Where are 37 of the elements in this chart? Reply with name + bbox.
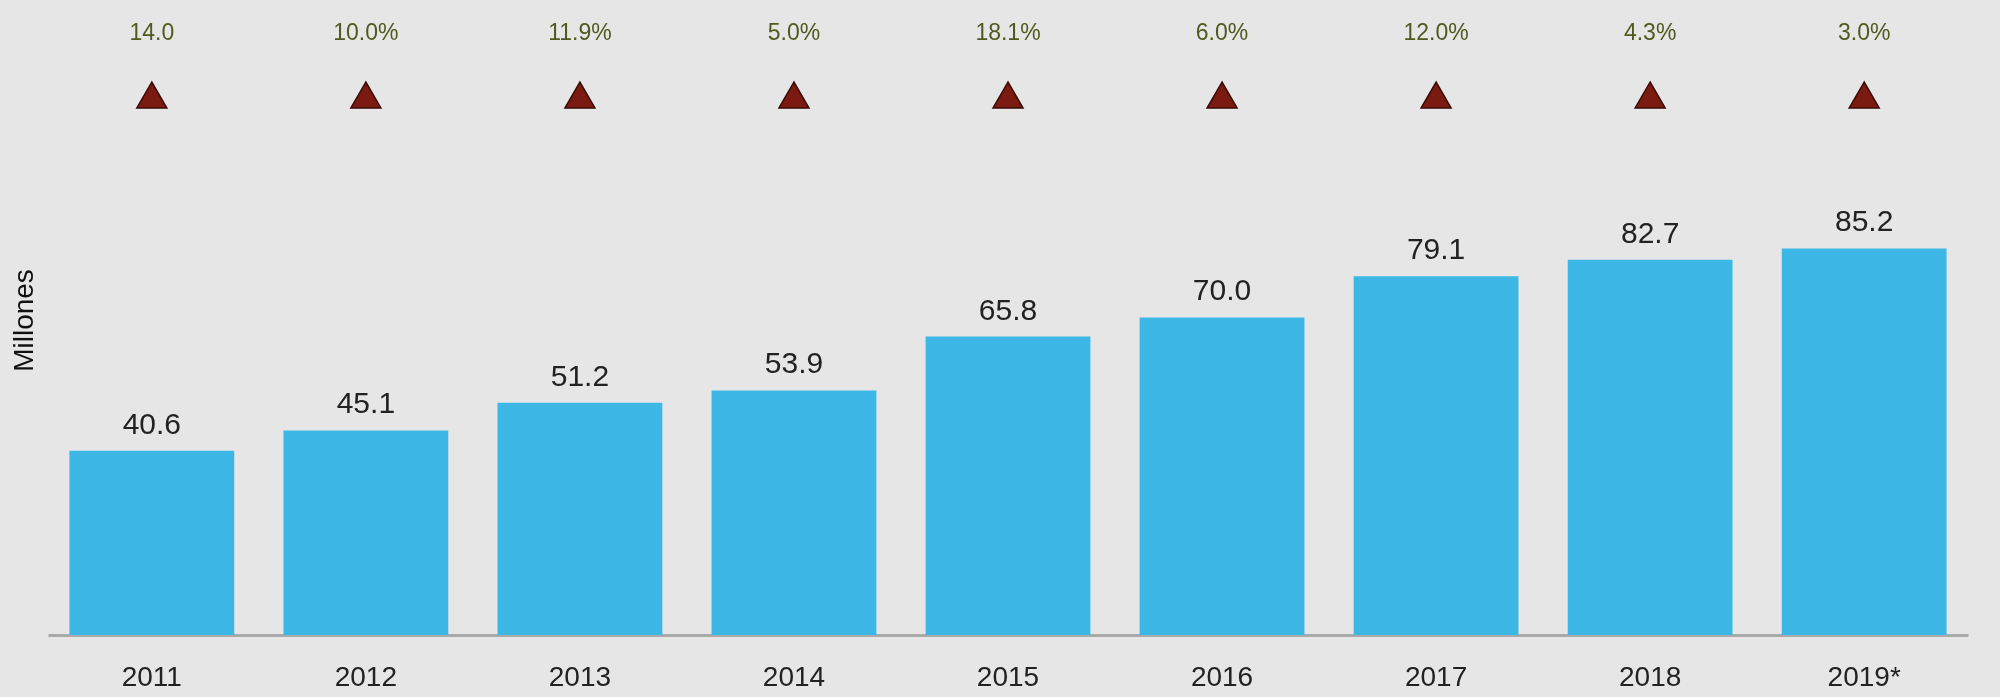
bar: [497, 402, 663, 635]
x-tick-label: 2015: [976, 660, 1040, 692]
text: 18.1%: [975, 19, 1041, 45]
data-label: 51.2: [550, 358, 610, 392]
data-label: 82.7: [1620, 215, 1680, 249]
bar: [1139, 317, 1305, 635]
text: 12.0%: [1403, 19, 1469, 45]
bar: [1781, 248, 1947, 635]
x-tick-label: 2014: [762, 660, 826, 692]
bar: [1567, 259, 1733, 635]
bar: [925, 336, 1091, 635]
x-tick-label: 2016: [1190, 660, 1254, 692]
text: 10.0%: [333, 19, 399, 45]
bar: [711, 390, 877, 635]
text: 14.0: [129, 19, 175, 45]
text: 4.3%: [1623, 19, 1677, 45]
x-tick-label: 2018: [1618, 660, 1682, 692]
text: 5.0%: [767, 19, 821, 45]
data-label: 45.1: [336, 386, 396, 420]
data-label: 53.9: [764, 346, 824, 380]
data-label: 70.0: [1192, 273, 1252, 307]
x-tick-label: 2013: [548, 660, 612, 692]
text: 3.0%: [1837, 19, 1891, 45]
data-label: 40.6: [122, 406, 182, 440]
text: 11.9%: [548, 19, 612, 45]
data-label: 79.1: [1406, 232, 1466, 266]
bar: [283, 430, 449, 635]
bar: [1353, 276, 1519, 635]
bar: [69, 450, 235, 635]
x-tick-label: 2017: [1404, 660, 1468, 692]
x-tick-label: 2019*: [1827, 660, 1901, 692]
y-axis-title: Millones: [7, 269, 39, 372]
x-tick-label: 2012: [334, 660, 398, 692]
x-tick-label: 2011: [121, 660, 182, 692]
text: 6.0%: [1195, 19, 1249, 45]
data-label: 85.2: [1834, 204, 1894, 238]
data-label: 65.8: [978, 292, 1038, 326]
